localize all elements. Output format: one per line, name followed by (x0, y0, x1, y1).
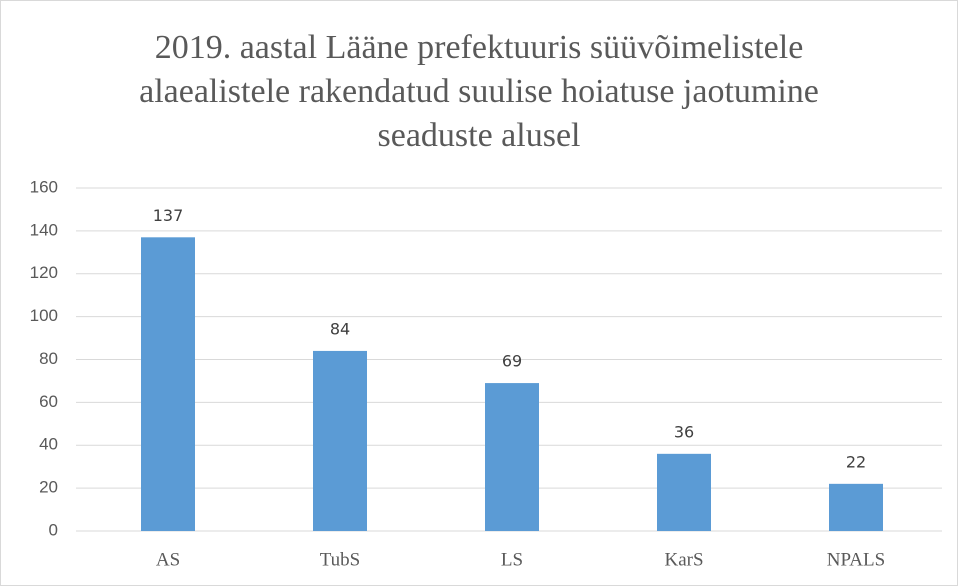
x-tick-label: NPALS (827, 549, 885, 570)
data-label: 36 (674, 422, 694, 441)
data-label: 22 (846, 452, 866, 471)
data-label: 84 (330, 319, 350, 338)
bar (829, 483, 883, 531)
y-tick-label: 120 (30, 263, 58, 282)
x-tick-label: KarS (664, 549, 703, 570)
x-tick-label: LS (501, 549, 523, 570)
y-tick-label: 60 (39, 392, 58, 411)
x-tick-label: AS (156, 549, 180, 570)
x-tick-label: TubS (320, 549, 361, 570)
data-label: 69 (502, 352, 522, 371)
y-tick-label: 20 (39, 478, 58, 497)
y-tick-label: 0 (49, 520, 58, 539)
y-tick-label: 140 (30, 220, 58, 239)
y-tick-label: 100 (30, 306, 58, 325)
bar (657, 453, 711, 531)
y-tick-label: 160 (30, 177, 58, 196)
y-tick-label: 80 (39, 349, 58, 368)
bar (141, 237, 195, 531)
bar (485, 383, 539, 531)
chart-title: 2019. aastal Lääne prefektuuris süüvõime… (139, 29, 819, 154)
data-label: 137 (153, 206, 184, 225)
y-tick-label: 40 (39, 435, 58, 454)
bar (313, 350, 367, 531)
